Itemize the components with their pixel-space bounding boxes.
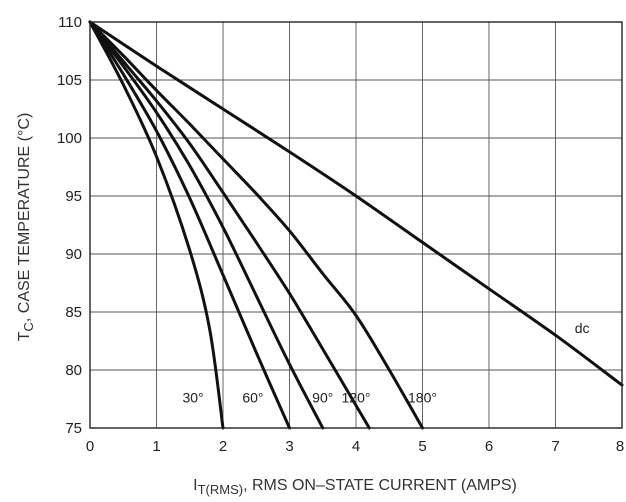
x-tick-label: 4 — [352, 438, 360, 455]
x-axis-ticks: 0 1 2 3 4 5 6 7 8 — [86, 438, 624, 455]
x-axis-label: IT(RMS), RMS ON–STATE CURRENT (AMPS) — [193, 477, 517, 497]
y-tick-label: 80 — [65, 362, 82, 379]
curve-180-deg — [88, 20, 424, 430]
x-tick-label: 5 — [418, 438, 426, 455]
curve-30-deg — [88, 20, 225, 430]
y-tick-label: 95 — [65, 188, 82, 205]
y-tick-label: 100 — [57, 130, 82, 147]
curves — [88, 20, 624, 430]
plot-frame — [89, 21, 623, 429]
curve-60-deg — [88, 20, 291, 430]
curve-label: 90° — [312, 389, 333, 405]
x-tick-label: 3 — [285, 438, 293, 455]
y-tick-label: 90 — [65, 246, 82, 263]
x-tick-label: 7 — [551, 438, 559, 455]
curve-label: 180° — [408, 389, 437, 405]
x-tick-label: 0 — [86, 438, 94, 455]
curve-label: 120° — [342, 389, 371, 405]
x-tick-label: 8 — [616, 438, 624, 455]
y-axis-label: TC, CASE TEMPERATURE (°C) — [16, 113, 36, 342]
x-tick-label: 1 — [152, 438, 160, 455]
x-tick-label: 6 — [485, 438, 493, 455]
curve-120-deg — [88, 20, 371, 430]
curve-90-deg — [88, 20, 325, 430]
curve-label: dc — [575, 320, 590, 336]
y-tick-label: 105 — [57, 72, 82, 89]
y-tick-label: 75 — [65, 420, 82, 437]
x-tick-label: 2 — [219, 438, 227, 455]
y-axis-ticks: 110 105 100 95 90 85 80 75 — [57, 14, 82, 437]
grid — [89, 21, 623, 429]
curve-labels: 30° 60° 90° 120° 180° dc — [182, 320, 589, 406]
curve-label: 30° — [182, 389, 203, 405]
curve-dc — [88, 20, 624, 387]
y-tick-label: 85 — [65, 304, 82, 321]
y-tick-label: 110 — [58, 14, 82, 31]
curve-label: 60° — [242, 389, 263, 405]
